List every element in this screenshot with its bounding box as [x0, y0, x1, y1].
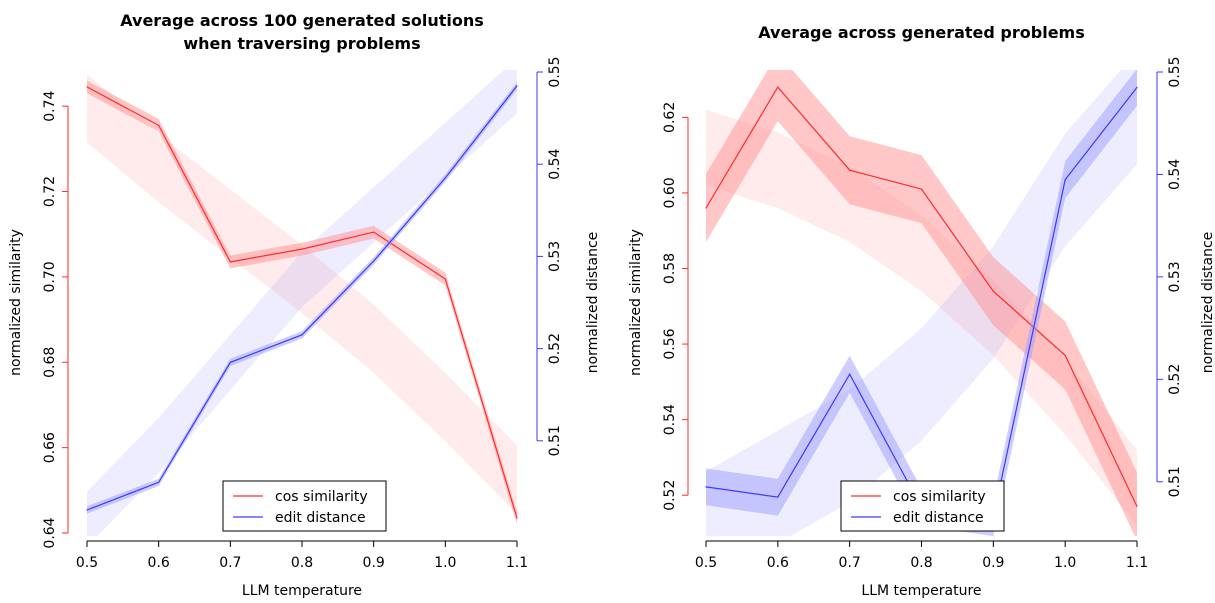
data-point — [1064, 354, 1066, 357]
right-tick-label: 0.52 — [547, 333, 563, 364]
data-point — [777, 496, 779, 498]
x-tick-label: 0.9 — [982, 555, 1004, 571]
data-point — [86, 86, 88, 88]
right-axis-label: normalized distance — [1200, 232, 1215, 374]
plot-area — [86, 70, 518, 536]
data-point — [777, 86, 779, 88]
data-point — [301, 248, 303, 250]
chart-title: Average across generated problems — [758, 23, 1085, 42]
x-tick-label: 0.8 — [291, 555, 313, 571]
series-band-1 — [706, 70, 1137, 536]
x-tick-label: 0.9 — [363, 555, 385, 571]
data-point — [920, 188, 923, 190]
right-tick-label: 0.54 — [1167, 159, 1183, 190]
left-tick-label: 0.54 — [662, 404, 678, 435]
data-point — [1136, 505, 1138, 508]
data-point — [849, 373, 851, 375]
legend-label: edit distance — [275, 510, 366, 526]
data-point — [516, 85, 518, 87]
left-tick-label: 0.72 — [42, 176, 58, 207]
legend-label: edit distance — [893, 510, 984, 526]
x-tick-label: 0.5 — [76, 555, 98, 571]
x-tick-label: 1.0 — [434, 555, 456, 571]
data-point — [444, 177, 446, 179]
data-point — [158, 481, 160, 483]
trend-band-1 — [87, 74, 517, 514]
data-point — [705, 486, 707, 488]
x-tick-label: 0.5 — [695, 555, 717, 571]
left-tick-label: 0.52 — [662, 480, 678, 511]
data-point — [992, 290, 994, 292]
data-point — [373, 231, 375, 233]
trend-band-1 — [706, 109, 1137, 526]
left-tick-label: 0.58 — [662, 253, 678, 284]
right-axis: 0.51 0.52 0.53 0.54 0.55 — [536, 56, 563, 456]
x-tick-label: 1.0 — [1054, 555, 1076, 571]
x-tick-label: 1.1 — [506, 555, 528, 571]
left-tick-label: 0.70 — [42, 261, 58, 292]
right-tick-label: 0.53 — [1167, 261, 1183, 292]
data-point — [373, 260, 375, 262]
x-tick-label: 0.6 — [148, 555, 170, 571]
right-tick-label: 0.52 — [1167, 364, 1183, 395]
chart-panel-2: 0.52 0.54 0.56 0.58 0.60 0.62 0.51 0.52 0.53 0.54… — [628, 23, 1215, 599]
x-tick-label: 0.7 — [839, 555, 861, 571]
chart-title: Average across 100 generated solutions — [120, 11, 484, 30]
x-axis-label: LLM temperature — [242, 583, 362, 598]
left-tick-label: 0.66 — [42, 432, 58, 463]
legend-label: cos similarity — [893, 489, 986, 505]
x-tick-label: 0.8 — [910, 555, 932, 571]
right-tick-label: 0.51 — [1167, 466, 1183, 497]
series-band-1 — [87, 80, 517, 525]
legend-label: cos similarity — [275, 489, 368, 505]
x-axis: 0.5 0.6 0.7 0.8 0.9 1.0 1.1 — [695, 540, 1148, 571]
left-axis: 0.64 0.66 0.68 0.70 0.72 0.74 — [42, 90, 69, 549]
x-axis: 0.5 0.6 0.7 0.8 0.9 1.0 1.1 — [76, 540, 528, 571]
left-tick-label: 0.60 — [662, 177, 678, 208]
series-band-2 — [706, 70, 1137, 536]
right-tick-label: 0.55 — [547, 56, 563, 87]
data-point — [1136, 86, 1138, 88]
left-axis-label: normalized similarity — [628, 229, 644, 376]
legend-box — [222, 480, 387, 532]
chart-panel-1: 0.64 0.66 0.68 0.70 0.72 0.74 0.51 0.52 0.53 0.54… — [8, 11, 601, 599]
data-point — [301, 334, 303, 336]
data-point — [516, 517, 518, 519]
x-tick-label: 0.7 — [219, 555, 241, 571]
legend: cos similarity edit distance — [840, 480, 1005, 532]
right-tick-label: 0.55 — [1167, 56, 1183, 87]
x-tick-label: 1.1 — [1126, 555, 1148, 571]
left-axis: 0.52 0.54 0.56 0.58 0.60 0.62 — [662, 102, 689, 511]
x-axis-label: LLM temperature — [861, 583, 981, 598]
right-tick-label: 0.53 — [547, 241, 563, 272]
data-point — [1064, 178, 1066, 181]
legend-box — [840, 480, 1005, 532]
legend: cos similarity edit distance — [222, 480, 387, 532]
right-axis: 0.51 0.52 0.53 0.54 0.55 — [1156, 56, 1183, 497]
right-axis-label: normalized distance — [585, 232, 601, 374]
x-tick-label: 0.6 — [767, 555, 789, 571]
data-point — [444, 278, 446, 280]
data-point — [849, 169, 851, 171]
left-tick-label: 0.56 — [662, 328, 678, 359]
left-tick-label: 0.74 — [42, 90, 58, 121]
data-point — [705, 207, 707, 209]
data-point — [158, 124, 160, 126]
right-tick-label: 0.51 — [547, 425, 563, 456]
left-tick-label: 0.68 — [42, 347, 58, 378]
left-axis-label: normalized similarity — [8, 229, 24, 376]
left-tick-label: 0.64 — [42, 517, 58, 548]
data-point — [229, 361, 231, 364]
right-tick-label: 0.54 — [547, 149, 563, 180]
data-point — [229, 261, 231, 263]
left-tick-label: 0.62 — [662, 102, 678, 133]
data-point — [86, 509, 88, 511]
chart-title: when traversing problems — [183, 34, 420, 53]
